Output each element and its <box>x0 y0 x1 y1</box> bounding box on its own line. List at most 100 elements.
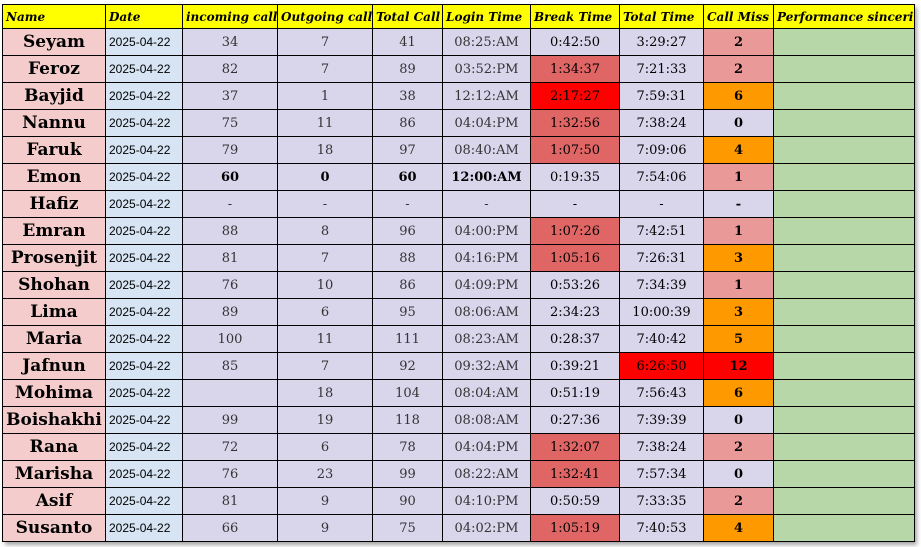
performance-sincerity-cell[interactable] <box>773 55 915 83</box>
call-miss-cell[interactable]: 1 <box>703 217 774 245</box>
outgoing-call-cell[interactable]: 11 <box>277 325 373 353</box>
performance-sincerity-cell[interactable] <box>773 217 915 245</box>
header-incoming-call[interactable]: incoming call <box>182 4 278 29</box>
outgoing-call-cell[interactable]: 6 <box>277 298 373 326</box>
login-time-cell[interactable]: 08:22:AM <box>442 460 531 488</box>
outgoing-call-cell[interactable]: 7 <box>277 244 373 272</box>
name-cell[interactable]: Jafnun <box>2 352 106 380</box>
call-miss-cell[interactable]: 6 <box>703 82 774 110</box>
total-call-cell[interactable]: 86 <box>372 271 443 299</box>
incoming-call-cell[interactable]: 85 <box>182 352 278 380</box>
login-time-cell[interactable]: 04:04:PM <box>442 109 531 137</box>
date-cell[interactable]: 2025-04-22 <box>105 460 183 488</box>
incoming-call-cell[interactable]: 88 <box>182 217 278 245</box>
call-miss-cell[interactable]: 0 <box>703 460 774 488</box>
outgoing-call-cell[interactable]: 18 <box>277 136 373 164</box>
incoming-call-cell[interactable]: 34 <box>182 28 278 56</box>
incoming-call-cell[interactable]: 75 <box>182 109 278 137</box>
total-call-cell[interactable]: 90 <box>372 487 443 515</box>
incoming-call-cell[interactable]: 82 <box>182 55 278 83</box>
performance-sincerity-cell[interactable] <box>773 352 915 380</box>
break-time-cell[interactable]: 1:05:19 <box>530 514 620 542</box>
performance-sincerity-cell[interactable] <box>773 298 915 326</box>
login-time-cell[interactable]: 08:40:AM <box>442 136 531 164</box>
header-total-call[interactable]: Total Call <box>372 4 443 29</box>
date-cell[interactable]: 2025-04-22 <box>105 325 183 353</box>
header-performance-sincerity[interactable]: Performance sincerity <box>773 4 915 29</box>
incoming-call-cell[interactable]: 60 <box>182 163 278 191</box>
login-time-cell[interactable]: 03:52:PM <box>442 55 531 83</box>
name-cell[interactable]: Seyam <box>2 28 106 56</box>
incoming-call-cell[interactable]: 66 <box>182 514 278 542</box>
break-time-cell[interactable]: 0:28:37 <box>530 325 620 353</box>
total-call-cell[interactable]: 118 <box>372 406 443 434</box>
call-miss-cell[interactable]: 2 <box>703 28 774 56</box>
login-time-cell[interactable]: 04:09:PM <box>442 271 531 299</box>
total-call-cell[interactable]: 38 <box>372 82 443 110</box>
name-cell[interactable]: Faruk <box>2 136 106 164</box>
break-time-cell[interactable]: 0:50:59 <box>530 487 620 515</box>
name-cell[interactable]: Hafiz <box>2 190 106 218</box>
name-cell[interactable]: Rana <box>2 433 106 461</box>
total-time-cell[interactable]: - <box>619 190 704 218</box>
break-time-cell[interactable]: 0:42:50 <box>530 28 620 56</box>
total-call-cell[interactable]: 75 <box>372 514 443 542</box>
break-time-cell[interactable]: 1:07:50 <box>530 136 620 164</box>
outgoing-call-cell[interactable]: 1 <box>277 82 373 110</box>
incoming-call-cell[interactable]: 81 <box>182 244 278 272</box>
outgoing-call-cell[interactable]: 18 <box>277 379 373 407</box>
performance-sincerity-cell[interactable] <box>773 514 915 542</box>
call-miss-cell[interactable]: - <box>703 190 774 218</box>
performance-sincerity-cell[interactable] <box>773 325 915 353</box>
date-cell[interactable]: 2025-04-22 <box>105 352 183 380</box>
total-time-cell[interactable]: 7:38:24 <box>619 433 704 461</box>
break-time-cell[interactable]: 0:19:35 <box>530 163 620 191</box>
login-time-cell[interactable]: 08:08:AM <box>442 406 531 434</box>
login-time-cell[interactable]: 12:00:AM <box>442 163 531 191</box>
performance-sincerity-cell[interactable] <box>773 271 915 299</box>
incoming-call-cell[interactable]: 76 <box>182 271 278 299</box>
total-call-cell[interactable]: 89 <box>372 55 443 83</box>
performance-sincerity-cell[interactable] <box>773 487 915 515</box>
incoming-call-cell[interactable]: - <box>182 190 278 218</box>
total-time-cell[interactable]: 7:38:24 <box>619 109 704 137</box>
performance-sincerity-cell[interactable] <box>773 190 915 218</box>
name-cell[interactable]: Asif <box>2 487 106 515</box>
login-time-cell[interactable]: 04:00:PM <box>442 217 531 245</box>
date-cell[interactable]: 2025-04-22 <box>105 514 183 542</box>
total-call-cell[interactable]: 88 <box>372 244 443 272</box>
outgoing-call-cell[interactable]: 8 <box>277 217 373 245</box>
header-break-time[interactable]: Break Time <box>530 4 620 29</box>
login-time-cell[interactable]: 04:04:PM <box>442 433 531 461</box>
total-time-cell[interactable]: 7:39:39 <box>619 406 704 434</box>
total-call-cell[interactable]: 95 <box>372 298 443 326</box>
total-call-cell[interactable]: 104 <box>372 379 443 407</box>
call-miss-cell[interactable]: 12 <box>703 352 774 380</box>
outgoing-call-cell[interactable]: 7 <box>277 28 373 56</box>
header-call-miss[interactable]: Call Miss <box>703 4 774 29</box>
login-time-cell[interactable]: 08:06:AM <box>442 298 531 326</box>
outgoing-call-cell[interactable]: 9 <box>277 487 373 515</box>
header-name[interactable]: Name <box>2 4 106 29</box>
login-time-cell[interactable]: 04:10:PM <box>442 487 531 515</box>
break-time-cell[interactable]: 1:32:41 <box>530 460 620 488</box>
total-time-cell[interactable]: 7:21:33 <box>619 55 704 83</box>
performance-sincerity-cell[interactable] <box>773 460 915 488</box>
login-time-cell[interactable]: 08:23:AM <box>442 325 531 353</box>
login-time-cell[interactable]: - <box>442 190 531 218</box>
total-time-cell[interactable]: 6:26:50 <box>619 352 704 380</box>
call-miss-cell[interactable]: 1 <box>703 271 774 299</box>
date-cell[interactable]: 2025-04-22 <box>105 217 183 245</box>
outgoing-call-cell[interactable]: 7 <box>277 352 373 380</box>
call-miss-cell[interactable]: 0 <box>703 109 774 137</box>
total-call-cell[interactable]: 99 <box>372 460 443 488</box>
break-time-cell[interactable]: 1:32:56 <box>530 109 620 137</box>
outgoing-call-cell[interactable]: 7 <box>277 55 373 83</box>
total-call-cell[interactable]: 97 <box>372 136 443 164</box>
name-cell[interactable]: Bayjid <box>2 82 106 110</box>
performance-sincerity-cell[interactable] <box>773 406 915 434</box>
header-outgoing-call[interactable]: Outgoing call <box>277 4 373 29</box>
outgoing-call-cell[interactable]: 23 <box>277 460 373 488</box>
date-cell[interactable]: 2025-04-22 <box>105 244 183 272</box>
name-cell[interactable]: Prosenjit <box>2 244 106 272</box>
